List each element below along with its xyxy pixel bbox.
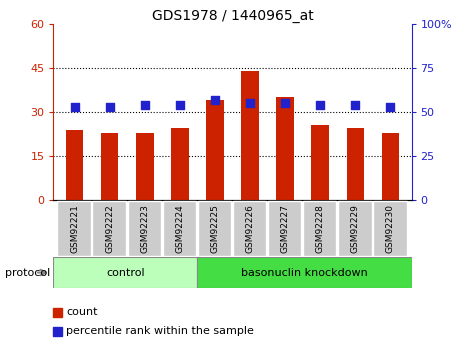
FancyBboxPatch shape	[93, 201, 126, 256]
Text: GDS1978 / 1440965_at: GDS1978 / 1440965_at	[152, 9, 313, 23]
Bar	[346, 128, 364, 200]
Point	[387, 104, 394, 110]
Point	[352, 102, 359, 108]
Bar	[241, 71, 259, 200]
Text: GSM92226: GSM92226	[246, 204, 254, 253]
Bar	[101, 133, 119, 200]
Point	[246, 101, 254, 106]
Text: GSM92228: GSM92228	[316, 204, 325, 253]
Bar	[312, 125, 329, 200]
FancyBboxPatch shape	[198, 257, 412, 288]
FancyBboxPatch shape	[198, 201, 231, 256]
Text: control: control	[106, 268, 145, 277]
Point	[317, 102, 324, 108]
Bar	[206, 100, 224, 200]
Point	[106, 104, 113, 110]
FancyBboxPatch shape	[57, 201, 91, 256]
FancyBboxPatch shape	[127, 201, 161, 256]
Text: GSM92221: GSM92221	[70, 204, 79, 253]
Text: protocol: protocol	[5, 268, 50, 277]
Point	[176, 102, 184, 108]
Text: GSM92230: GSM92230	[386, 204, 395, 253]
Bar	[66, 130, 83, 200]
FancyBboxPatch shape	[303, 201, 336, 256]
Point	[141, 102, 148, 108]
Text: GSM92223: GSM92223	[140, 204, 149, 253]
FancyBboxPatch shape	[163, 201, 196, 256]
Text: basonuclin knockdown: basonuclin knockdown	[241, 268, 368, 277]
Text: GSM92222: GSM92222	[105, 204, 114, 253]
Text: count: count	[66, 307, 98, 317]
FancyBboxPatch shape	[338, 201, 372, 256]
Point	[211, 97, 219, 102]
Text: GSM92225: GSM92225	[211, 204, 219, 253]
Text: GSM92224: GSM92224	[175, 204, 184, 253]
Text: percentile rank within the sample: percentile rank within the sample	[66, 326, 254, 336]
FancyBboxPatch shape	[373, 201, 406, 256]
FancyBboxPatch shape	[53, 257, 198, 288]
FancyBboxPatch shape	[233, 201, 266, 256]
Bar	[382, 133, 399, 200]
Text: GSM92229: GSM92229	[351, 204, 360, 253]
FancyBboxPatch shape	[268, 201, 301, 256]
Point	[281, 101, 289, 106]
Point	[71, 104, 78, 110]
Text: GSM92227: GSM92227	[281, 204, 290, 253]
Bar	[136, 133, 153, 200]
Bar	[276, 98, 294, 200]
Bar	[171, 128, 189, 200]
